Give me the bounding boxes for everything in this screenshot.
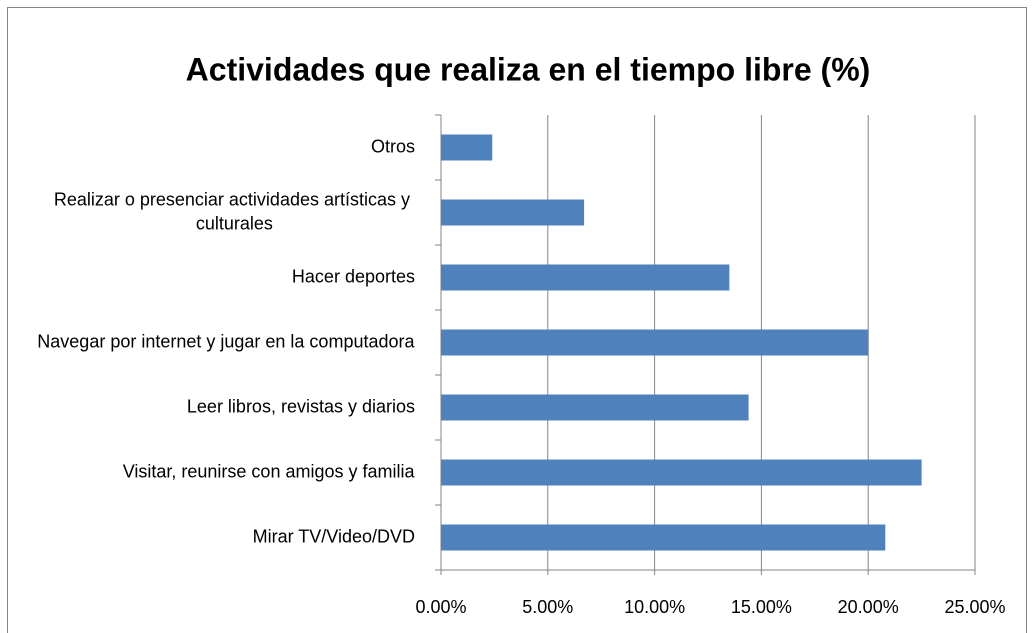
bar <box>441 134 493 161</box>
chart-title: Actividades que realiza en el tiempo lib… <box>186 51 871 87</box>
x-tick-label: 25.00% <box>944 597 1005 617</box>
bar <box>441 394 749 421</box>
x-tick-label: 20.00% <box>838 597 899 617</box>
bar <box>441 329 869 356</box>
x-tick-label: 0.00% <box>415 597 466 617</box>
x-tick-label: 5.00% <box>522 597 573 617</box>
bar <box>441 199 585 226</box>
x-tick-label: 15.00% <box>731 597 792 617</box>
y-tick-label: Mirar TV/Video/DVD <box>253 526 415 546</box>
y-tick-label: Navegar por internet y jugar en la compu… <box>37 331 415 351</box>
bar <box>441 524 886 551</box>
y-tick-label: Hacer deportes <box>292 266 415 286</box>
bar <box>441 264 730 291</box>
y-tick-label: Leer libros, revistas y diarios <box>187 396 415 416</box>
y-tick-label: Visitar, reunirse con amigos y familia <box>123 461 416 481</box>
bar <box>441 459 922 486</box>
y-tick-label: Otros <box>371 136 415 156</box>
y-tick-label: Realizar o presenciar actividades artíst… <box>54 189 415 233</box>
x-tick-label: 10.00% <box>624 597 685 617</box>
